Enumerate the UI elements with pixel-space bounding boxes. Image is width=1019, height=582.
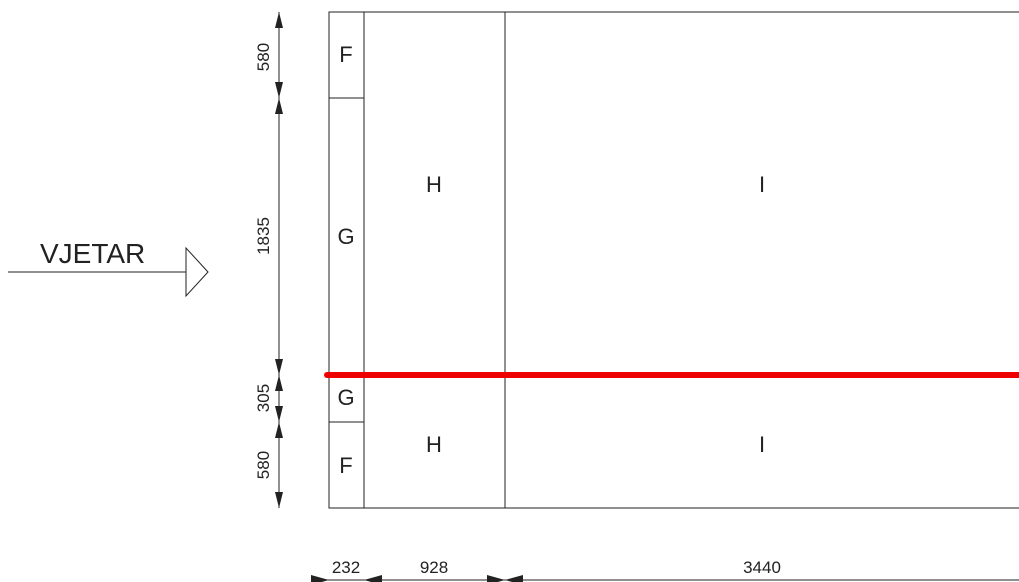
wind-indicator: VJETAR — [8, 238, 209, 298]
zone-grid — [324, 11, 1019, 509]
zone-label-f-bottom: F — [339, 453, 352, 478]
wind-label: VJETAR — [40, 238, 145, 269]
vertical-dimension-label: 580 — [254, 43, 273, 71]
zone-label-g-bottom: G — [337, 385, 354, 410]
horizontal-dimension-chain: 232 928 3440 — [311, 558, 1019, 582]
vertical-dimension-label: 305 — [254, 384, 273, 412]
vertical-dimension-arrow — [275, 98, 283, 114]
vertical-dimension-arrow — [275, 375, 283, 391]
zone-outline — [328, 11, 1019, 509]
zone-labels: F G H I G F H I — [337, 42, 765, 478]
vertical-dimension-arrow — [275, 492, 283, 508]
zone-label-g-top: G — [337, 224, 354, 249]
horizontal-dimension-arrow — [505, 575, 523, 582]
horizontal-dimension-label: 928 — [420, 558, 448, 577]
vertical-dimension-arrow — [275, 422, 283, 438]
vertical-dimension-arrow — [275, 406, 283, 422]
zone-label-i-top: I — [759, 172, 765, 197]
horizontal-dimension-arrow — [311, 575, 329, 582]
vertical-dimension-arrow — [275, 359, 283, 375]
horizontal-dimension-label: 3440 — [743, 558, 781, 577]
zone-label-i-bottom: I — [759, 432, 765, 457]
vertical-dimension-arrow — [275, 12, 283, 28]
vertical-dimension-chain: 580 1835 305 580 — [254, 12, 283, 508]
vertical-dimension-arrow — [275, 82, 283, 98]
vertical-dimension-label: 1835 — [254, 217, 273, 255]
zone-label-f-top: F — [339, 42, 352, 67]
horizontal-dimension-arrow — [364, 575, 382, 582]
horizontal-dimension-label: 232 — [332, 558, 360, 577]
zone-label-h-top: H — [426, 172, 442, 197]
zone-label-h-bottom: H — [426, 432, 442, 457]
vertical-dimension-label: 580 — [254, 451, 273, 479]
horizontal-dimension-arrow — [487, 575, 505, 582]
wind-arrow-head — [185, 246, 209, 298]
